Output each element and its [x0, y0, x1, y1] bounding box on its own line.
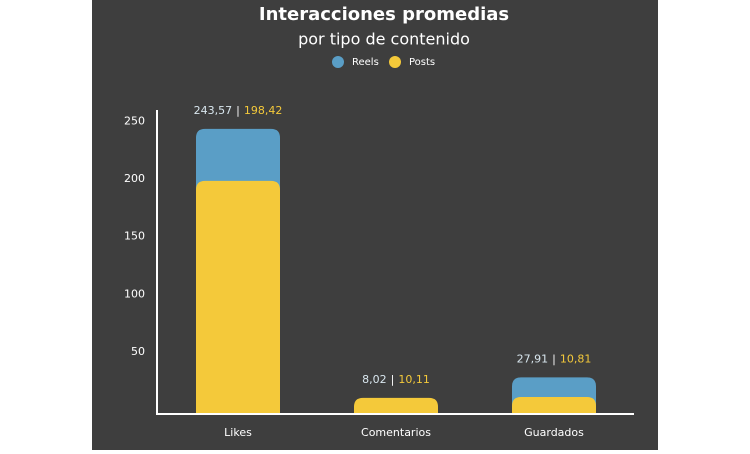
chart-title: Interacciones promedias [259, 4, 509, 25]
y-tick-label: 150 [124, 230, 145, 243]
value-label: 243,57 | 198,42 [194, 104, 283, 117]
y-tick-label: 100 [124, 287, 145, 300]
x-tick-label: Guardados [524, 426, 584, 439]
value-label-posts: 10,11 [398, 373, 430, 386]
value-label-separator: | [236, 104, 240, 117]
legend-label: Reels [352, 57, 379, 68]
x-tick-label: Comentarios [361, 426, 431, 439]
value-label: 8,02 | 10,11 [362, 373, 430, 386]
value-label: 27,91 | 10,81 [517, 352, 592, 365]
y-tick-label: 200 [124, 172, 145, 185]
y-tick-label: 50 [131, 345, 145, 358]
bar [354, 397, 438, 413]
value-label-posts: 198,42 [244, 104, 283, 117]
y-tick-label: 250 [124, 115, 145, 128]
chart-background [92, 0, 658, 450]
value-label-separator: | [552, 352, 556, 365]
legend-swatch [389, 56, 401, 68]
bar [512, 397, 596, 413]
value-label-reels: 8,02 [362, 373, 387, 386]
x-tick-label: Likes [224, 426, 252, 439]
chart-subtitle: por tipo de contenido [298, 30, 470, 49]
value-label-reels: 243,57 [194, 104, 233, 117]
bar [196, 180, 280, 413]
value-label-posts: 10,81 [560, 352, 592, 365]
value-label-reels: 27,91 [517, 352, 549, 365]
legend-label: Posts [409, 57, 435, 68]
legend-swatch [332, 56, 344, 68]
value-label-separator: | [391, 373, 395, 386]
